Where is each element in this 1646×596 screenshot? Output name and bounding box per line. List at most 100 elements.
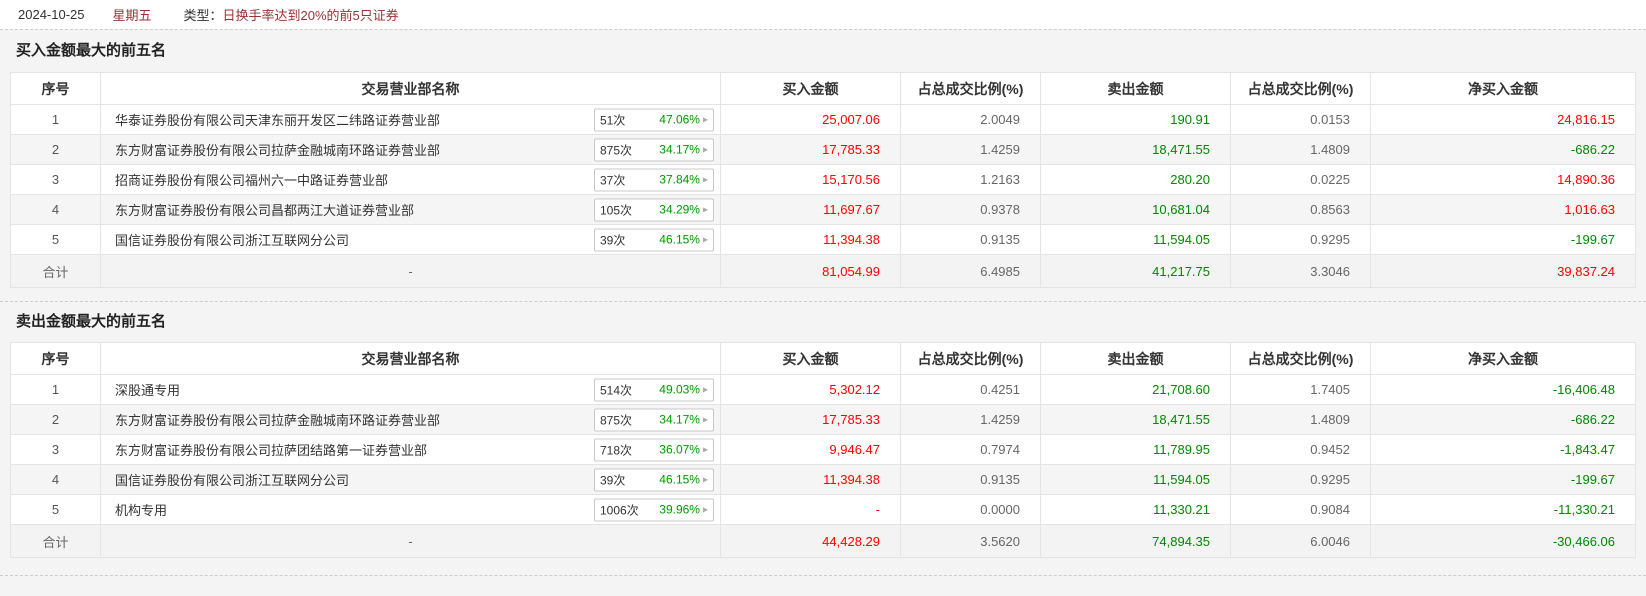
- total-row: 合计 - 44,428.29 3.5620 74,894.35 6.0046 -…: [10, 524, 1636, 558]
- branch-name-cell: 国信证券股份有限公司浙江互联网分公司 39次 46.15% ▸: [100, 464, 721, 495]
- buy-ratio: 0.9135: [900, 464, 1041, 495]
- table-row: 2 东方财富证券股份有限公司拉萨金融城南环路证券营业部 875次 34.17% …: [10, 134, 1636, 165]
- lhb-count-badge[interactable]: 51次 47.06% ▸: [594, 108, 714, 131]
- appearance-count: 1006次: [600, 503, 639, 517]
- success-rate: 37.84%: [659, 172, 700, 187]
- chevron-right-icon: ▸: [702, 204, 708, 215]
- lhb-count-badge[interactable]: 875次 34.17% ▸: [594, 408, 714, 431]
- sell-amount: 21,708.60: [1040, 374, 1231, 405]
- total-sell-amount: 41,217.75: [1040, 254, 1231, 288]
- appearance-count: 718次: [600, 443, 633, 457]
- table-header-row: 序号 交易营业部名称 买入金额 占总成交比例(%) 卖出金额 占总成交比例(%)…: [10, 342, 1636, 375]
- success-rate: 47.06%: [659, 112, 700, 127]
- dashed-divider: [0, 29, 1646, 30]
- buy-ratio: 1.2163: [900, 164, 1041, 195]
- row-index: 4: [10, 464, 101, 495]
- sell-ratio: 1.4809: [1230, 134, 1371, 165]
- table-row: 5 国信证券股份有限公司浙江互联网分公司 39次 46.15% ▸ 11,394…: [10, 224, 1636, 255]
- appearance-count: 51次: [600, 113, 626, 127]
- buy-ratio: 0.4251: [900, 374, 1041, 405]
- success-rate: 36.07%: [659, 442, 700, 457]
- total-net-buy-amount: 39,837.24: [1370, 254, 1636, 288]
- appearance-count: 105次: [600, 203, 633, 217]
- lhb-count-badge[interactable]: 37次 37.84% ▸: [594, 168, 714, 191]
- chevron-right-icon: ▸: [702, 234, 708, 245]
- table-row: 2 东方财富证券股份有限公司拉萨金融城南环路证券营业部 875次 34.17% …: [10, 404, 1636, 435]
- col-header-no: 序号: [10, 72, 101, 105]
- total-name-placeholder: -: [100, 524, 721, 558]
- total-sell-amount: 74,894.35: [1040, 524, 1231, 558]
- table-row: 4 东方财富证券股份有限公司昌都两江大道证券营业部 105次 34.29% ▸ …: [10, 194, 1636, 225]
- table-row: 5 机构专用 1006次 39.96% ▸ - 0.0000 11,330.21…: [10, 494, 1636, 525]
- success-rate: 46.15%: [659, 472, 700, 487]
- buy-amount: 9,946.47: [720, 434, 901, 465]
- net-buy-amount: -199.67: [1370, 224, 1636, 255]
- sell-ratio: 0.9452: [1230, 434, 1371, 465]
- col-header-net: 净买入金额: [1370, 342, 1636, 375]
- sell-ratio: 0.9295: [1230, 464, 1371, 495]
- success-rate: 49.03%: [659, 382, 700, 397]
- sell-amount: 190.91: [1040, 104, 1231, 135]
- branch-name: 机构专用: [115, 503, 168, 518]
- row-index: 1: [10, 374, 101, 405]
- buy-ratio: 0.9135: [900, 224, 1041, 255]
- col-header-sell: 卖出金额: [1040, 72, 1231, 105]
- lhb-count-badge[interactable]: 105次 34.29% ▸: [594, 198, 714, 221]
- row-index: 2: [10, 404, 101, 435]
- sell-section-title: 卖出金额最大的前五名: [16, 313, 167, 330]
- col-header-buy-ratio: 占总成交比例(%): [900, 72, 1041, 105]
- row-index: 1: [10, 104, 101, 135]
- row-index: 3: [10, 434, 101, 465]
- table-row: 1 深股通专用 514次 49.03% ▸ 5,302.12 0.4251 21…: [10, 374, 1636, 405]
- chevron-right-icon: ▸: [702, 144, 708, 155]
- buy-amount: 5,302.12: [720, 374, 901, 405]
- buy-amount: 11,697.67: [720, 194, 901, 225]
- buy-amount: 15,170.56: [720, 164, 901, 195]
- lhb-count-badge[interactable]: 875次 34.17% ▸: [594, 138, 714, 161]
- net-buy-amount: 1,016.63: [1370, 194, 1636, 225]
- branch-name: 深股通专用: [115, 383, 181, 398]
- lhb-count-badge[interactable]: 1006次 39.96% ▸: [594, 498, 714, 521]
- branch-name-cell: 国信证券股份有限公司浙江互联网分公司 39次 46.15% ▸: [100, 224, 721, 255]
- net-buy-amount: -199.67: [1370, 464, 1636, 495]
- lhb-count-badge[interactable]: 39次 46.15% ▸: [594, 228, 714, 251]
- col-header-net: 净买入金额: [1370, 72, 1636, 105]
- row-index: 2: [10, 134, 101, 165]
- lhb-count-badge[interactable]: 514次 49.03% ▸: [594, 378, 714, 401]
- lhb-count-badge[interactable]: 718次 36.07% ▸: [594, 438, 714, 461]
- total-label: 合计: [10, 254, 101, 288]
- spacer: [0, 558, 1646, 575]
- col-header-sell-ratio: 占总成交比例(%): [1230, 72, 1371, 105]
- total-name-placeholder: -: [100, 254, 721, 288]
- buy-ratio: 0.9378: [900, 194, 1041, 225]
- net-buy-amount: -1,843.47: [1370, 434, 1636, 465]
- net-buy-amount: -11,330.21: [1370, 494, 1636, 525]
- sell-amount: 11,330.21: [1040, 494, 1231, 525]
- branch-name-cell: 华泰证券股份有限公司天津东丽开发区二纬路证券营业部 51次 47.06% ▸: [100, 104, 721, 135]
- sell-ratio: 0.8563: [1230, 194, 1371, 225]
- col-header-buy: 买入金额: [720, 342, 901, 375]
- total-buy-ratio: 3.5620: [900, 524, 1041, 558]
- branch-name-cell: 招商证券股份有限公司福州六一中路证券营业部 37次 37.84% ▸: [100, 164, 721, 195]
- total-buy-amount: 81,054.99: [720, 254, 901, 288]
- buy-amount: 25,007.06: [720, 104, 901, 135]
- total-sell-ratio: 3.3046: [1230, 254, 1371, 288]
- lhb-count-badge[interactable]: 39次 46.15% ▸: [594, 468, 714, 491]
- appearance-count: 37次: [600, 173, 626, 187]
- sell-ratio: 0.0153: [1230, 104, 1371, 135]
- chevron-right-icon: ▸: [702, 414, 708, 425]
- sell-ratio: 1.7405: [1230, 374, 1371, 405]
- buy-amount: 17,785.33: [720, 134, 901, 165]
- branch-name-cell: 东方财富证券股份有限公司昌都两江大道证券营业部 105次 34.29% ▸: [100, 194, 721, 225]
- success-rate: 39.96%: [659, 502, 700, 517]
- sell-ratio: 1.4809: [1230, 404, 1371, 435]
- branch-name: 国信证券股份有限公司浙江互联网分公司: [115, 473, 350, 488]
- sell-top5-table: 序号 交易营业部名称 买入金额 占总成交比例(%) 卖出金额 占总成交比例(%)…: [10, 342, 1636, 558]
- branch-name-cell: 深股通专用 514次 49.03% ▸: [100, 374, 721, 405]
- col-header-sell-ratio: 占总成交比例(%): [1230, 342, 1371, 375]
- sell-amount: 11,789.95: [1040, 434, 1231, 465]
- total-sell-ratio: 6.0046: [1230, 524, 1371, 558]
- buy-amount: 11,394.38: [720, 224, 901, 255]
- spacer: [0, 288, 1646, 301]
- buy-top5-table: 序号 交易营业部名称 买入金额 占总成交比例(%) 卖出金额 占总成交比例(%)…: [10, 72, 1636, 288]
